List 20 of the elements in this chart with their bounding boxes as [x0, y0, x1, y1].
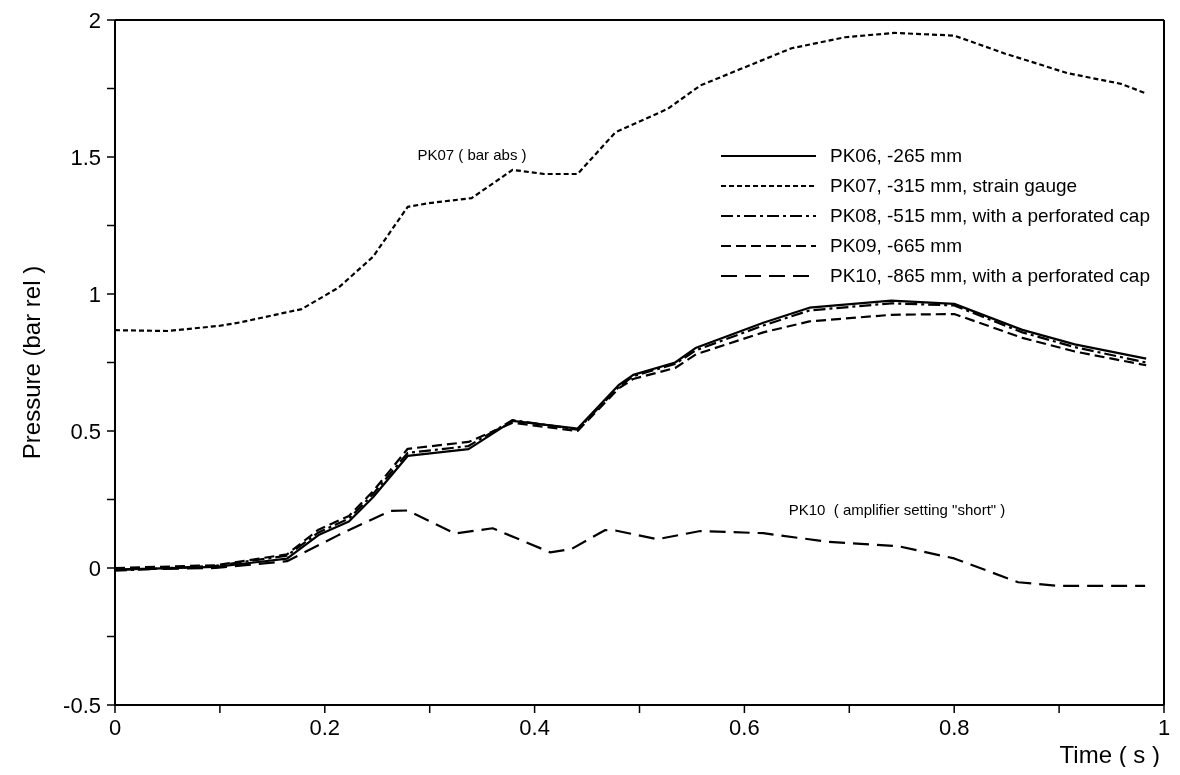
- annotation: PK07 ( bar abs ): [417, 145, 527, 163]
- annotation: PK10 ( amplifier setting "short" ): [788, 500, 1006, 518]
- y-tick-label: 1: [88, 282, 101, 307]
- y-tick-label: 0: [88, 556, 101, 581]
- x-tick-label: 1: [1157, 715, 1171, 740]
- y-tick-label: 0.5: [70, 419, 101, 444]
- legend-label: PK10, -865 mm, with a perforated cap: [830, 265, 1150, 287]
- x-tick-label: 0.2: [309, 715, 341, 740]
- x-tick-label: 0.6: [729, 715, 760, 740]
- x-tick-label: 0.8: [938, 715, 970, 740]
- y-axis-title: Pressure (bar rel ): [17, 265, 45, 460]
- y-tick-label: -0.5: [63, 693, 101, 718]
- y-tick-label: 2: [88, 8, 101, 33]
- x-tick-label: 0: [108, 715, 122, 740]
- legend-label: PK08, -515 mm, with a perforated cap: [830, 205, 1150, 227]
- x-tick-label: 0.4: [519, 715, 550, 740]
- legend-label: PK07, -315 mm, strain gauge: [830, 175, 1078, 197]
- legend-label: PK06, -265 mm: [830, 145, 962, 167]
- legend-label: PK09, -665 mm: [830, 235, 962, 257]
- y-tick-label: 1.5: [70, 145, 101, 170]
